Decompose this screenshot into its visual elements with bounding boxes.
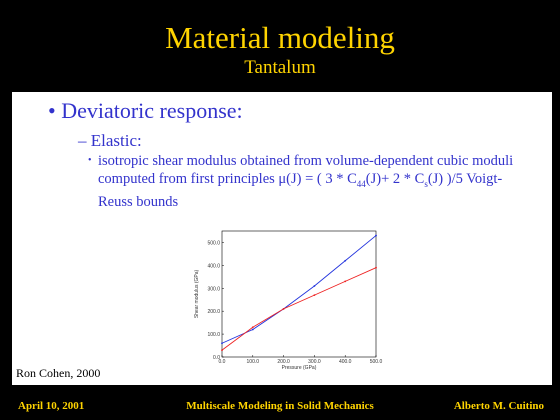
subscript: 44 (356, 178, 366, 189)
detail: • isotropic shear modulus obtained from v… (88, 153, 514, 210)
x-axis-label: Pressure (GPa) (282, 365, 317, 371)
y-tick-label: 500.0 (207, 240, 220, 246)
y-tick-label: 0.0 (213, 355, 220, 361)
footer-course: Multiscale Modeling in Solid Mechanics (186, 400, 374, 412)
point (344, 259, 347, 262)
chart: 0.0 100.0 200.0 300.0 400.0 500.0 0.0 100.0 200.… (194, 230, 383, 371)
slide-title: Material modeling (165, 20, 395, 55)
x-tick-label: 400.0 (339, 359, 352, 365)
point (313, 294, 316, 297)
point (375, 266, 377, 269)
detail-text: isotropic shear modulus obtained from vo… (98, 153, 514, 187)
bullet: • Deviatoric response: (48, 98, 243, 123)
content-panel (12, 92, 552, 385)
subscript: s (424, 178, 428, 189)
sub-bullet: – Elastic: (78, 131, 142, 150)
x-tick-label: 100.0 (247, 359, 260, 365)
footer-author: Alberto M. Cuitino (453, 400, 544, 412)
x-tick-label: 300.0 (308, 359, 321, 365)
x-tick-label: 0.0 (219, 359, 226, 365)
y-axis-label: Shear modulus (GPa) (194, 269, 200, 318)
point (221, 342, 223, 345)
footer-date: April 10, 2001 (18, 400, 85, 412)
x-tick-label: 200.0 (277, 359, 290, 365)
bullet-text: Deviatoric response: (61, 98, 243, 123)
point (251, 328, 254, 331)
y-tick-label: 400.0 (207, 263, 220, 269)
point (375, 234, 377, 237)
detail-text: (J)+ 2 * C (365, 171, 425, 187)
y-tick-label: 300.0 (207, 286, 220, 292)
point (282, 307, 285, 310)
slide-subtitle: Tantalum (244, 57, 316, 78)
point (221, 349, 223, 352)
y-tick-label: 100.0 (207, 332, 220, 338)
point (344, 280, 347, 283)
series-line (221, 267, 377, 351)
point (313, 285, 316, 287)
credit: Ron Cohen, 2000 (16, 366, 101, 380)
point (251, 326, 254, 329)
sub-bullet-text: Elastic: (90, 131, 142, 150)
detail-text: (J) )/5 Voigt-Reuss bounds (98, 171, 503, 210)
x-tick-label: 500.0 (370, 359, 383, 365)
plot-frame (221, 230, 377, 358)
series-line (221, 235, 377, 344)
y-tick-label: 200.0 (207, 309, 220, 315)
